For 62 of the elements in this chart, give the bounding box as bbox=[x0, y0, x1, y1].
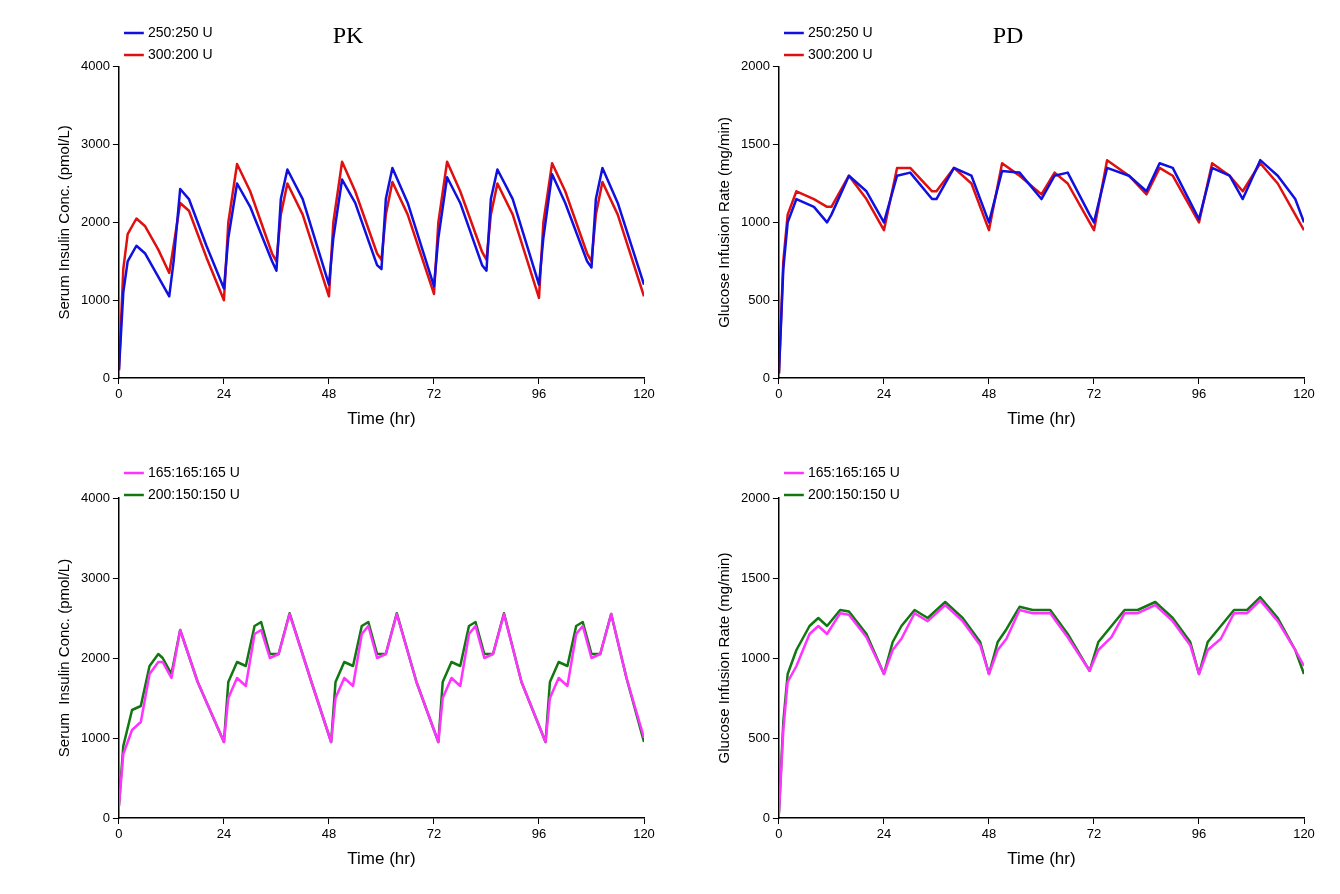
x-axis-title: Time (hr) bbox=[347, 849, 416, 869]
y-tick-label: 0 bbox=[102, 369, 110, 385]
x-tick-label: 120 bbox=[633, 386, 655, 402]
y-tick-label: 4000 bbox=[81, 58, 110, 74]
x-tick-label: 72 bbox=[1086, 386, 1102, 402]
y-tick-label: 2000 bbox=[741, 489, 770, 505]
x-tick-label: 0 bbox=[775, 386, 783, 402]
y-tick-label: 1500 bbox=[741, 136, 770, 152]
y-axis-title: Glucose Infusion Rate (mg/min) bbox=[715, 552, 733, 764]
y-tick-label: 3000 bbox=[81, 569, 110, 585]
x-tick-label: 48 bbox=[981, 826, 997, 842]
y-axis-title: Serum Insulin Conc. (pmol/L) bbox=[55, 558, 73, 758]
y-tick-label: 1000 bbox=[81, 729, 110, 745]
chart-title: PK bbox=[332, 21, 364, 48]
x-tick-label: 0 bbox=[775, 826, 783, 842]
y-tick-label: 1000 bbox=[741, 649, 770, 665]
legend-label: 165:165:165 U bbox=[147, 463, 240, 480]
x-tick-label: 24 bbox=[216, 826, 232, 842]
y-tick-label: 500 bbox=[748, 291, 770, 307]
y-tick-label: 0 bbox=[762, 369, 770, 385]
x-axis-title: Time (hr) bbox=[347, 409, 416, 429]
x-tick-label: 24 bbox=[876, 386, 892, 402]
legend-label: 300:200 U bbox=[147, 45, 213, 62]
y-tick-label: 3000 bbox=[81, 136, 110, 152]
x-tick-label: 96 bbox=[1191, 826, 1207, 842]
y-tick-label: 2000 bbox=[741, 58, 770, 74]
y-tick-label: 1500 bbox=[741, 569, 770, 585]
x-tick-label: 120 bbox=[633, 826, 655, 842]
y-tick-label: 2000 bbox=[81, 213, 110, 229]
legend-label: 200:150:150 U bbox=[147, 485, 240, 502]
x-tick-label: 120 bbox=[1293, 386, 1315, 402]
y-tick-label: 0 bbox=[762, 809, 770, 825]
y-axis-title: Serum Insulin Conc. (pmol/L) bbox=[55, 125, 73, 320]
y-tick-label: 1000 bbox=[741, 213, 770, 229]
x-tick-label: 24 bbox=[216, 386, 232, 402]
y-tick-label: 1000 bbox=[81, 291, 110, 307]
x-axis-title: Time (hr) bbox=[1007, 849, 1076, 869]
x-tick-label: 0 bbox=[115, 386, 123, 402]
x-tick-label: 48 bbox=[321, 826, 337, 842]
legend-label: 250:250 U bbox=[147, 23, 213, 40]
x-tick-label: 72 bbox=[426, 826, 442, 842]
y-tick-label: 0 bbox=[102, 809, 110, 825]
y-tick-label: 4000 bbox=[81, 489, 110, 505]
y-tick-label: 2000 bbox=[81, 649, 110, 665]
chart-title: PD bbox=[992, 21, 1024, 48]
x-tick-label: 120 bbox=[1293, 826, 1315, 842]
x-tick-label: 24 bbox=[876, 826, 892, 842]
x-tick-label: 96 bbox=[531, 386, 547, 402]
x-tick-label: 96 bbox=[1191, 386, 1207, 402]
legend-label: 250:250 U bbox=[807, 23, 873, 40]
x-tick-label: 48 bbox=[321, 386, 337, 402]
x-tick-label: 72 bbox=[1086, 826, 1102, 842]
x-tick-label: 48 bbox=[981, 386, 997, 402]
y-tick-label: 500 bbox=[748, 729, 770, 745]
legend-label: 200:150:150 U bbox=[807, 485, 900, 502]
y-axis-title: Glucose Infusion Rate (mg/min) bbox=[715, 116, 733, 328]
x-tick-label: 0 bbox=[115, 826, 123, 842]
x-tick-label: 72 bbox=[426, 386, 442, 402]
x-tick-label: 96 bbox=[531, 826, 547, 842]
legend-label: 300:200 U bbox=[807, 45, 873, 62]
x-axis-title: Time (hr) bbox=[1007, 409, 1076, 429]
legend-label: 165:165:165 U bbox=[807, 463, 900, 480]
